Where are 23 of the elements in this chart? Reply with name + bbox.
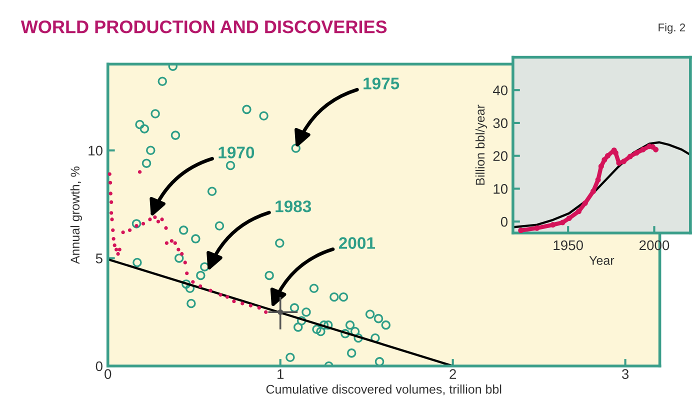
x-tick-label: 1950: [554, 240, 583, 250]
x-axis-title: Year: [589, 256, 614, 265]
y-tick-label: 20: [493, 151, 508, 161]
x-axis-title: Cumulative discovered volumes, trillion bbl: [266, 384, 502, 396]
annotation: 1983: [276, 200, 312, 212]
x-tick-label: 2: [450, 369, 456, 379]
annotation: 1970: [218, 146, 254, 158]
y-tick-label: 10: [88, 146, 102, 156]
x-tick-label: 0: [104, 369, 112, 379]
caption: Fig. 2: [658, 23, 686, 34]
x-tick-label: 3: [622, 369, 629, 379]
y-tick-label: 0: [500, 216, 508, 227]
y-tick-label: 10: [494, 184, 508, 194]
x-tick-label: 1: [278, 369, 284, 379]
annotation: 2001: [338, 237, 376, 249]
y-axis-title: Annual growth, %: [70, 166, 82, 264]
chart-title: WORLD PRODUCTION AND DISCOVERIES: [20, 20, 387, 34]
annotation: 1975: [364, 78, 400, 90]
y-tick-label: 5: [96, 254, 102, 264]
y-axis-title: Billion bbl/year: [475, 104, 488, 185]
y-tick-label: 30: [493, 118, 508, 128]
y-tick-label: 40: [492, 85, 508, 96]
y-tick-label: 0: [96, 361, 102, 372]
